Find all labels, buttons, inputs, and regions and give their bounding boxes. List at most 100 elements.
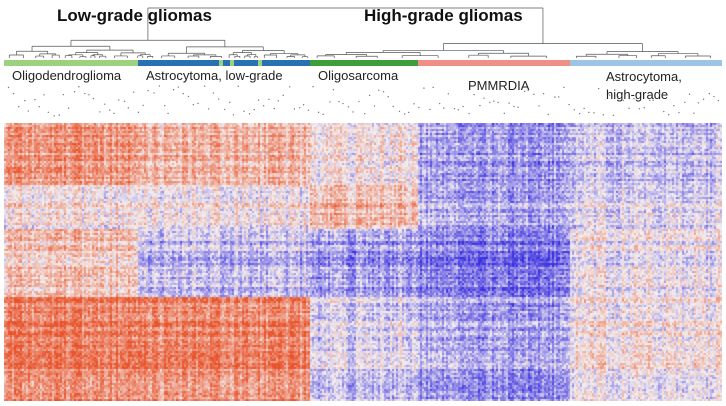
sample-dot xyxy=(352,111,354,113)
sample-dot xyxy=(364,112,366,115)
sample-dot xyxy=(392,105,394,108)
sample-dot xyxy=(404,113,406,115)
class-color-bar xyxy=(4,60,722,66)
sample-dot xyxy=(253,108,255,111)
sample-dot xyxy=(667,114,670,116)
sample-dot xyxy=(342,102,344,105)
sample-dot xyxy=(282,94,284,97)
sample-dot xyxy=(262,105,265,107)
sample-dot xyxy=(418,106,420,109)
sample-dot xyxy=(533,93,535,95)
sample-dot xyxy=(713,95,715,98)
sample-dot xyxy=(182,92,184,95)
sample-dot xyxy=(684,101,686,103)
sample-dot xyxy=(708,92,710,95)
sample-dot xyxy=(693,112,695,114)
sample-dot xyxy=(438,102,441,105)
sample-dot xyxy=(203,85,206,87)
sample-dot xyxy=(608,94,611,96)
sample-dot xyxy=(232,114,235,116)
label-astro-high-line2: high-grade xyxy=(606,87,669,102)
sample-dot xyxy=(557,96,560,98)
class-bar-segment xyxy=(138,60,310,66)
class-bar-stripe xyxy=(258,60,262,66)
sample-dot xyxy=(322,113,324,116)
sample-dot xyxy=(277,100,280,102)
label-astro-high-line1: Astrocytoma, xyxy=(606,69,682,84)
sample-dot xyxy=(158,85,161,87)
sample-dot xyxy=(273,107,275,110)
sample-dot xyxy=(248,113,251,115)
sample-dot xyxy=(633,98,635,100)
sample-dot xyxy=(217,98,220,100)
sample-dot xyxy=(527,89,529,91)
label-oligosarcoma: Oligosarcoma xyxy=(318,68,399,83)
sample-dot xyxy=(563,86,565,89)
sample-dot xyxy=(109,109,111,111)
sample-dot xyxy=(113,112,115,115)
sample-dot xyxy=(127,107,130,109)
sample-dot xyxy=(578,112,581,115)
sample-dot xyxy=(547,113,549,116)
sample-dot xyxy=(62,93,65,96)
sample-dot xyxy=(237,85,240,88)
sample-dot xyxy=(289,86,291,88)
sample-dot xyxy=(302,104,305,106)
sample-dot xyxy=(697,102,700,104)
sample-dot xyxy=(67,107,70,109)
sample-dot xyxy=(187,95,190,98)
sample-dot xyxy=(38,106,40,108)
class-bar-stripe xyxy=(219,60,223,66)
sample-dot xyxy=(429,108,431,111)
sample-dot xyxy=(317,111,320,114)
sample-dot xyxy=(638,108,641,110)
sample-dot xyxy=(483,97,485,99)
sample-dot xyxy=(123,100,126,103)
low-grade-title: Low-grade gliomas xyxy=(57,6,212,25)
class-bar-segment xyxy=(4,60,138,66)
sample-dot xyxy=(643,107,645,109)
sample-dot xyxy=(513,105,515,108)
sample-dot xyxy=(7,86,10,89)
sample-dot xyxy=(373,105,376,107)
sample-dot xyxy=(503,112,506,115)
sample-dot xyxy=(678,111,680,114)
label-oligodendroglioma: Oligodendroglioma xyxy=(12,68,122,83)
sample-dot xyxy=(489,101,491,104)
sample-dot xyxy=(717,99,720,102)
sample-dot xyxy=(229,101,231,104)
sample-dot xyxy=(612,114,615,116)
sample-dot xyxy=(508,102,510,104)
sample-dot xyxy=(432,86,434,89)
sample-dot xyxy=(447,93,450,95)
sample-dot xyxy=(153,92,155,94)
sample-dot xyxy=(92,97,95,100)
sample-dot xyxy=(523,90,526,93)
sample-dot xyxy=(368,94,371,97)
sample-dot xyxy=(164,104,166,107)
sample-dot xyxy=(517,106,519,108)
sample-dot xyxy=(84,92,86,95)
sample-dot xyxy=(398,110,401,113)
sample-dot xyxy=(47,111,49,113)
sample-dot xyxy=(78,86,80,88)
sample-dot xyxy=(358,100,360,103)
sample-dot xyxy=(702,98,705,100)
dendrogram xyxy=(8,7,711,58)
sample-dot xyxy=(443,107,445,109)
sample-dot xyxy=(73,91,76,93)
sample-dot xyxy=(18,106,20,108)
label-astrocytoma-high-grade: Astrocytoma, high-grade xyxy=(606,68,682,104)
class-bar-segment xyxy=(570,60,722,66)
sample-dot xyxy=(243,110,245,113)
sample-dot xyxy=(172,88,175,91)
sample-dot xyxy=(658,92,661,95)
sample-dot xyxy=(568,103,570,106)
sample-dot xyxy=(197,102,199,105)
sample-dot xyxy=(137,111,140,114)
sample-dot xyxy=(12,92,15,95)
label-astrocytoma-low-grade: Astrocytoma, low-grade xyxy=(146,68,283,83)
sample-dot xyxy=(268,98,270,100)
sample-dot xyxy=(673,104,675,107)
sample-dot xyxy=(407,111,410,114)
